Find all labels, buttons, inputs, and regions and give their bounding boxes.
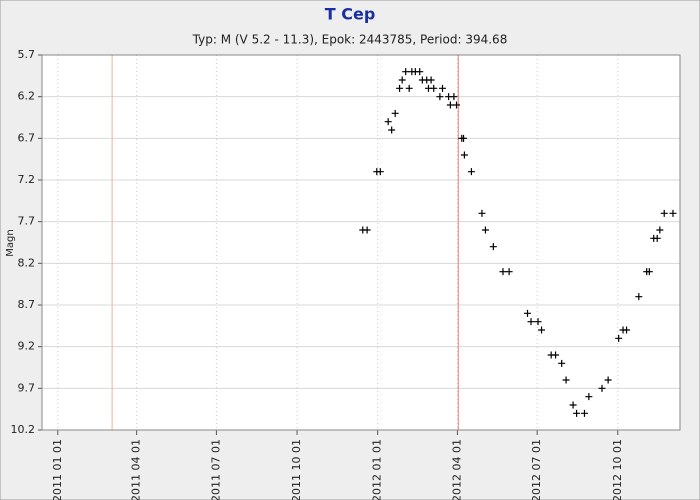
y-tick-label: 9.7 [18, 381, 36, 394]
y-tick-label: 7.7 [18, 215, 36, 228]
y-tick-label: 8.2 [18, 256, 36, 269]
data-point [615, 334, 623, 342]
y-tick-label: 8.7 [18, 298, 36, 311]
x-tick-label: 2012 04 01 [450, 439, 463, 500]
data-point [635, 293, 643, 301]
data-point [391, 109, 399, 117]
plot-area [42, 55, 680, 430]
data-point [527, 318, 535, 326]
x-tick-label: 2011 07 01 [209, 439, 222, 500]
data-point [384, 118, 392, 126]
data-point [534, 318, 542, 326]
y-tick-label: 9.2 [18, 340, 36, 353]
data-point [436, 93, 444, 101]
data-point [604, 376, 612, 384]
data-point [427, 76, 435, 84]
data-point [552, 351, 560, 359]
y-tick-label: 6.7 [18, 131, 36, 144]
data-point [446, 101, 454, 109]
data-point [656, 226, 664, 234]
x-tick-label: 2011 10 01 [290, 439, 303, 500]
y-tick-label: 5.7 [18, 48, 36, 61]
data-point [398, 76, 406, 84]
data-point [598, 384, 606, 392]
x-tick-label: 2011 01 01 [51, 439, 64, 500]
y-tick-label: 10.2 [11, 423, 36, 436]
data-point [569, 401, 577, 409]
data-point [416, 68, 424, 76]
x-tick-label: 2011 04 01 [130, 439, 143, 500]
y-tick-label: 7.2 [18, 173, 36, 186]
data-point [562, 376, 570, 384]
chart-subtitle: Typ: M (V 5.2 - 11.3), Epok: 2443785, Pe… [192, 33, 508, 47]
data-point [430, 84, 438, 92]
data-point [405, 84, 413, 92]
x-tick-label: 2012 07 01 [530, 439, 543, 500]
data-point [505, 268, 513, 276]
data-point [402, 68, 410, 76]
data-point [478, 209, 486, 217]
data-point [460, 134, 468, 142]
y-axis-label: Magn [5, 229, 16, 256]
data-point [669, 209, 677, 217]
data-point [481, 226, 489, 234]
data-point [376, 168, 384, 176]
x-tick-label: 2012 01 01 [371, 439, 384, 500]
data-point [450, 93, 458, 101]
data-point [388, 126, 396, 134]
data-point [489, 243, 497, 251]
data-point [453, 101, 461, 109]
data-point [580, 409, 588, 417]
data-point [585, 393, 593, 401]
data-point [645, 268, 653, 276]
data-point [363, 226, 371, 234]
data-point [524, 309, 532, 317]
data-point [396, 84, 404, 92]
y-tick-label: 6.2 [18, 90, 36, 103]
chart-title: T Cep [325, 5, 376, 24]
plot-border [41, 54, 681, 431]
data-point [653, 234, 661, 242]
data-point [538, 326, 546, 334]
data-point [623, 326, 631, 334]
data-point [439, 84, 447, 92]
data-point [467, 168, 475, 176]
data-point [573, 409, 581, 417]
x-tick-label: 2012 10 01 [611, 439, 624, 500]
data-point [460, 151, 468, 159]
data-point [499, 268, 507, 276]
data-point [660, 209, 668, 217]
data-point [558, 359, 566, 367]
